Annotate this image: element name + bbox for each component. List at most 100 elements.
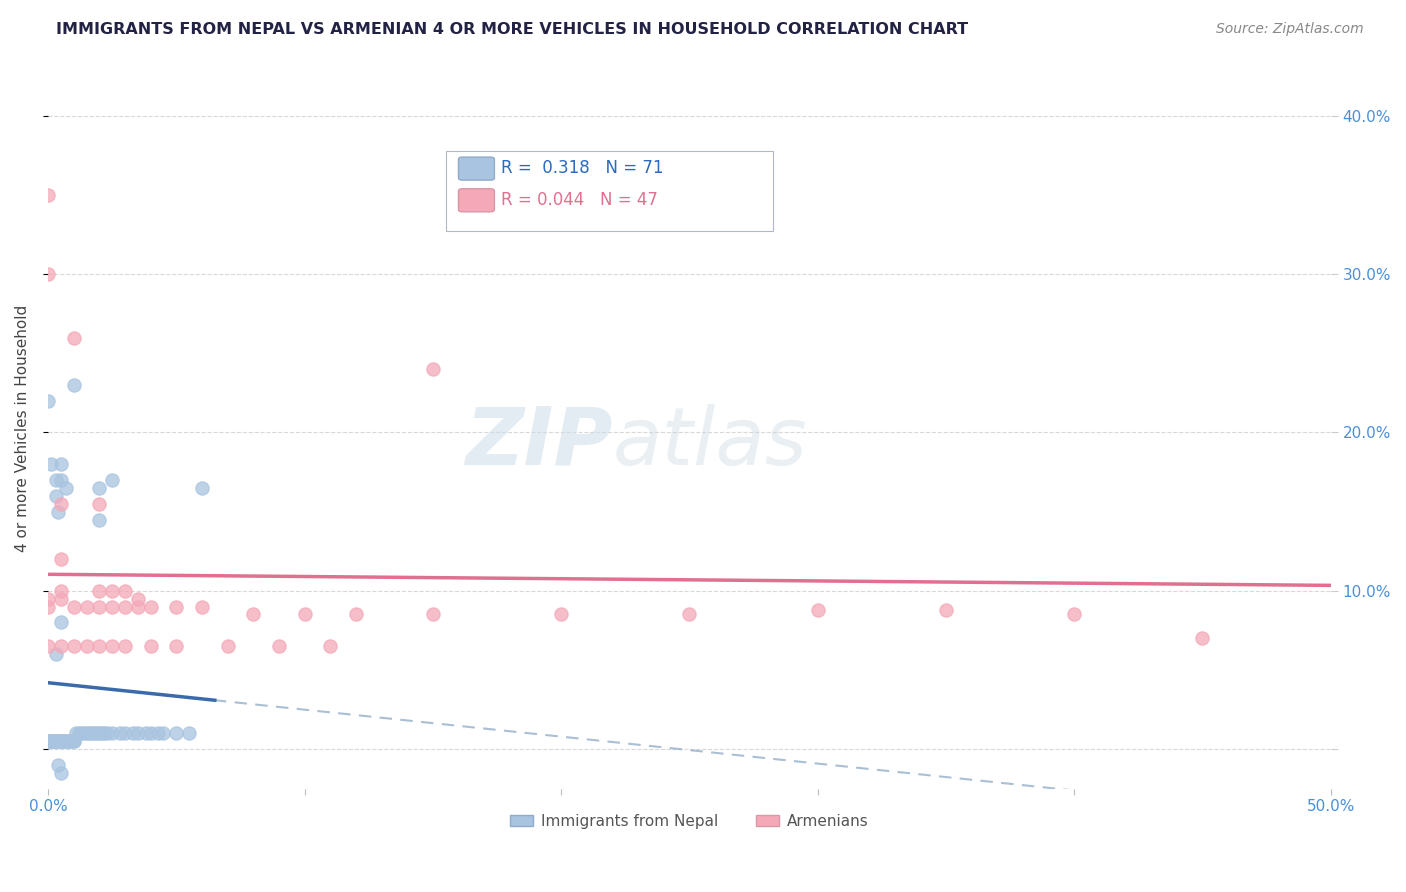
Point (1063, 607, 1085, 622)
Point (46, 505, 69, 519)
Point (319, 639, 342, 653)
Text: R =  0.318   N = 71: R = 0.318 N = 71 (501, 159, 664, 177)
Point (678, 188, 700, 202)
Point (191, 599, 214, 614)
Point (77, 726, 100, 740)
Point (101, 726, 124, 740)
Point (114, 726, 136, 740)
Point (42, 734, 65, 748)
Point (46, 734, 69, 748)
Text: IMMIGRANTS FROM NEPAL VS ARMENIAN 4 OR MORE VEHICLES IN HOUSEHOLD CORRELATION CH: IMMIGRANTS FROM NEPAL VS ARMENIAN 4 OR M… (56, 22, 969, 37)
Text: atlas: atlas (613, 404, 807, 482)
Point (45, 734, 67, 748)
Point (37, 393, 59, 408)
Legend: Immigrants from Nepal, Armenians: Immigrants from Nepal, Armenians (505, 807, 875, 835)
FancyBboxPatch shape (458, 157, 495, 180)
Point (86, 726, 108, 740)
Point (89, 512, 111, 526)
Point (73, 726, 96, 740)
Point (96, 726, 118, 740)
Point (60, 734, 83, 748)
Point (45, 473, 67, 487)
Point (101, 583, 124, 598)
Point (49, 734, 72, 748)
Point (37, 188, 59, 202)
Point (165, 726, 187, 740)
Point (49, 552, 72, 566)
Point (344, 607, 367, 622)
Point (37, 639, 59, 653)
Point (42, 734, 65, 748)
Point (46, 734, 69, 748)
Point (70, 726, 93, 740)
Point (678, 607, 700, 622)
Point (45, 734, 67, 748)
Point (935, 603, 957, 617)
Y-axis label: 4 or more Vehicles in Household: 4 or more Vehicles in Household (15, 305, 30, 552)
Point (294, 607, 316, 622)
Point (242, 607, 264, 622)
Point (37, 591, 59, 606)
Point (101, 473, 124, 487)
Point (139, 639, 162, 653)
Point (165, 599, 187, 614)
Point (76, 599, 98, 614)
Point (191, 481, 214, 495)
Point (37, 599, 59, 614)
Point (49, 497, 72, 511)
Point (39, 734, 62, 748)
Point (62, 330, 84, 344)
Point (179, 726, 201, 740)
Point (45, 489, 67, 503)
Point (60, 734, 83, 748)
Point (62, 378, 84, 392)
Point (807, 603, 830, 617)
Point (42, 734, 65, 748)
Point (89, 599, 111, 614)
Point (121, 726, 143, 740)
Point (127, 726, 149, 740)
Point (114, 599, 136, 614)
Point (49, 734, 72, 748)
Point (49, 591, 72, 606)
Point (422, 362, 444, 376)
Point (83, 726, 105, 740)
Point (45, 734, 67, 748)
Text: ZIP: ZIP (465, 404, 613, 482)
Point (39, 734, 62, 748)
Point (39, 457, 62, 471)
Point (62, 639, 84, 653)
Point (101, 599, 124, 614)
Point (37, 734, 59, 748)
Point (114, 583, 136, 598)
Point (76, 726, 98, 740)
Point (52, 734, 75, 748)
Point (89, 481, 111, 495)
Point (101, 639, 124, 653)
Point (46, 757, 69, 772)
Point (135, 726, 157, 740)
Point (37, 734, 59, 748)
Point (89, 639, 111, 653)
Point (67, 726, 90, 740)
Point (139, 726, 162, 740)
Point (114, 639, 136, 653)
Point (165, 639, 187, 653)
Point (55, 734, 77, 748)
Point (65, 726, 87, 740)
Point (42, 734, 65, 748)
Point (49, 615, 72, 630)
Point (58, 734, 80, 748)
Point (49, 583, 72, 598)
Point (49, 765, 72, 780)
Text: Source: ZipAtlas.com: Source: ZipAtlas.com (1216, 22, 1364, 37)
FancyBboxPatch shape (458, 189, 495, 211)
Point (37, 734, 59, 748)
Point (62, 734, 84, 748)
Point (108, 726, 131, 740)
Point (550, 607, 572, 622)
Point (89, 497, 111, 511)
Text: R = 0.044   N = 47: R = 0.044 N = 47 (501, 191, 658, 209)
Point (62, 734, 84, 748)
Point (1191, 631, 1213, 645)
